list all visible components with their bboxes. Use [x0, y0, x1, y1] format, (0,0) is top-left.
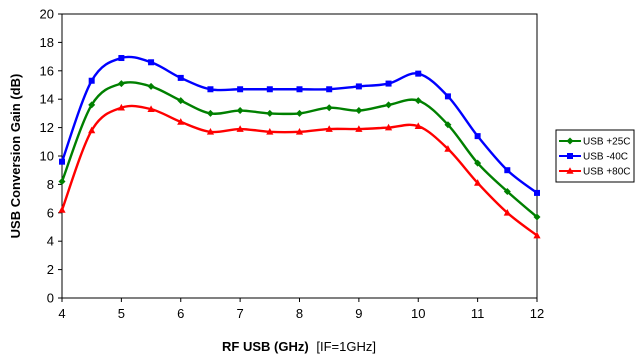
x-tick-label: 7 — [237, 306, 244, 321]
data-point — [474, 133, 481, 140]
data-point — [414, 122, 422, 129]
legend-item: USB +80C — [559, 167, 631, 178]
data-point — [177, 118, 185, 125]
data-point — [533, 213, 541, 221]
plot-area — [61, 13, 538, 299]
data-point — [474, 179, 482, 186]
data-point — [503, 209, 511, 216]
data-point — [236, 125, 244, 132]
x-tick-label: 6 — [177, 306, 184, 321]
x-tick-label: 8 — [296, 306, 303, 321]
y-axis-title: USB Conversion Gain (dB) — [8, 74, 23, 239]
x-tick-label: 12 — [530, 306, 544, 321]
x-tick-label: 9 — [355, 306, 362, 321]
legend-label: USB +25C — [583, 137, 631, 148]
y-tick-label: 6 — [47, 205, 54, 220]
data-point — [88, 77, 95, 84]
data-point — [266, 128, 274, 135]
data-point — [504, 167, 511, 174]
data-point — [237, 86, 244, 93]
data-point — [266, 86, 273, 93]
y-tick-label: 0 — [47, 291, 54, 306]
data-point — [88, 126, 96, 134]
data-point — [355, 83, 362, 90]
legend-label: USB +80C — [583, 167, 631, 178]
data-point — [117, 103, 125, 111]
legend-marker — [567, 153, 573, 159]
x-tick-label: 4 — [58, 306, 65, 321]
data-point — [236, 107, 244, 115]
legend-label: USB -40C — [583, 152, 628, 163]
data-point — [384, 123, 393, 131]
series-3 — [58, 103, 541, 239]
data-point — [147, 105, 155, 112]
legend: USB +25C USB -40C USB +80C — [555, 129, 635, 183]
data-point — [266, 109, 274, 117]
x-axis-title-main: RF USB (GHz) — [222, 339, 309, 354]
data-point — [444, 93, 451, 100]
series-2 — [59, 55, 540, 196]
data-point — [58, 178, 66, 186]
data-point — [503, 188, 511, 195]
data-point — [474, 159, 482, 167]
x-tick-label: 5 — [118, 306, 125, 321]
data-point — [414, 97, 422, 105]
data-point — [444, 145, 452, 152]
x-axis-title: RF USB (GHz) [IF=1GHz] — [222, 339, 376, 354]
series-layer — [58, 55, 541, 239]
data-point — [444, 121, 452, 129]
data-point — [58, 206, 66, 213]
data-point — [385, 80, 392, 87]
data-point — [59, 158, 65, 165]
data-point — [533, 231, 541, 239]
y-tick-label: 18 — [40, 35, 54, 50]
data-point — [385, 101, 393, 109]
y-tick-label: 20 — [40, 7, 54, 22]
y-tick-label: 16 — [40, 63, 54, 78]
data-point — [534, 189, 540, 196]
legend-marker — [566, 137, 574, 145]
x-axis-title-suffix: [IF=1GHz] — [316, 339, 376, 354]
data-point — [177, 97, 185, 105]
x-tick-label: 10 — [411, 306, 425, 321]
series-1 — [58, 80, 541, 221]
data-point — [207, 86, 214, 93]
data-point — [355, 107, 363, 115]
data-point — [117, 80, 125, 88]
data-point — [296, 86, 303, 93]
y-tick-label: 10 — [40, 149, 54, 164]
y-tick-label: 4 — [47, 234, 54, 249]
y-tick-label: 2 — [47, 262, 54, 277]
y-tick-label: 14 — [40, 92, 54, 107]
y-tick-label: 12 — [40, 120, 54, 135]
data-point — [415, 70, 422, 77]
legend-item: USB -40C — [559, 152, 628, 163]
x-axis: 4 5 6 7 8 9 10 11 12 — [58, 298, 544, 321]
data-point — [325, 104, 333, 112]
data-point — [177, 74, 184, 81]
data-point — [326, 86, 333, 93]
data-point — [147, 82, 155, 90]
y-axis: 0 2 4 6 8 10 12 14 16 18 20 — [40, 7, 62, 306]
data-point — [355, 125, 363, 132]
data-point — [325, 125, 333, 132]
data-point — [118, 55, 125, 62]
legend-item: USB +25C — [559, 137, 631, 148]
data-point — [206, 109, 214, 117]
y-tick-label: 8 — [47, 177, 54, 192]
data-point — [88, 101, 96, 109]
data-point — [148, 59, 155, 66]
data-point — [296, 109, 303, 117]
data-point — [295, 128, 304, 135]
legend-marker — [566, 167, 574, 174]
data-point — [206, 128, 215, 135]
x-tick-label: 11 — [471, 306, 485, 321]
